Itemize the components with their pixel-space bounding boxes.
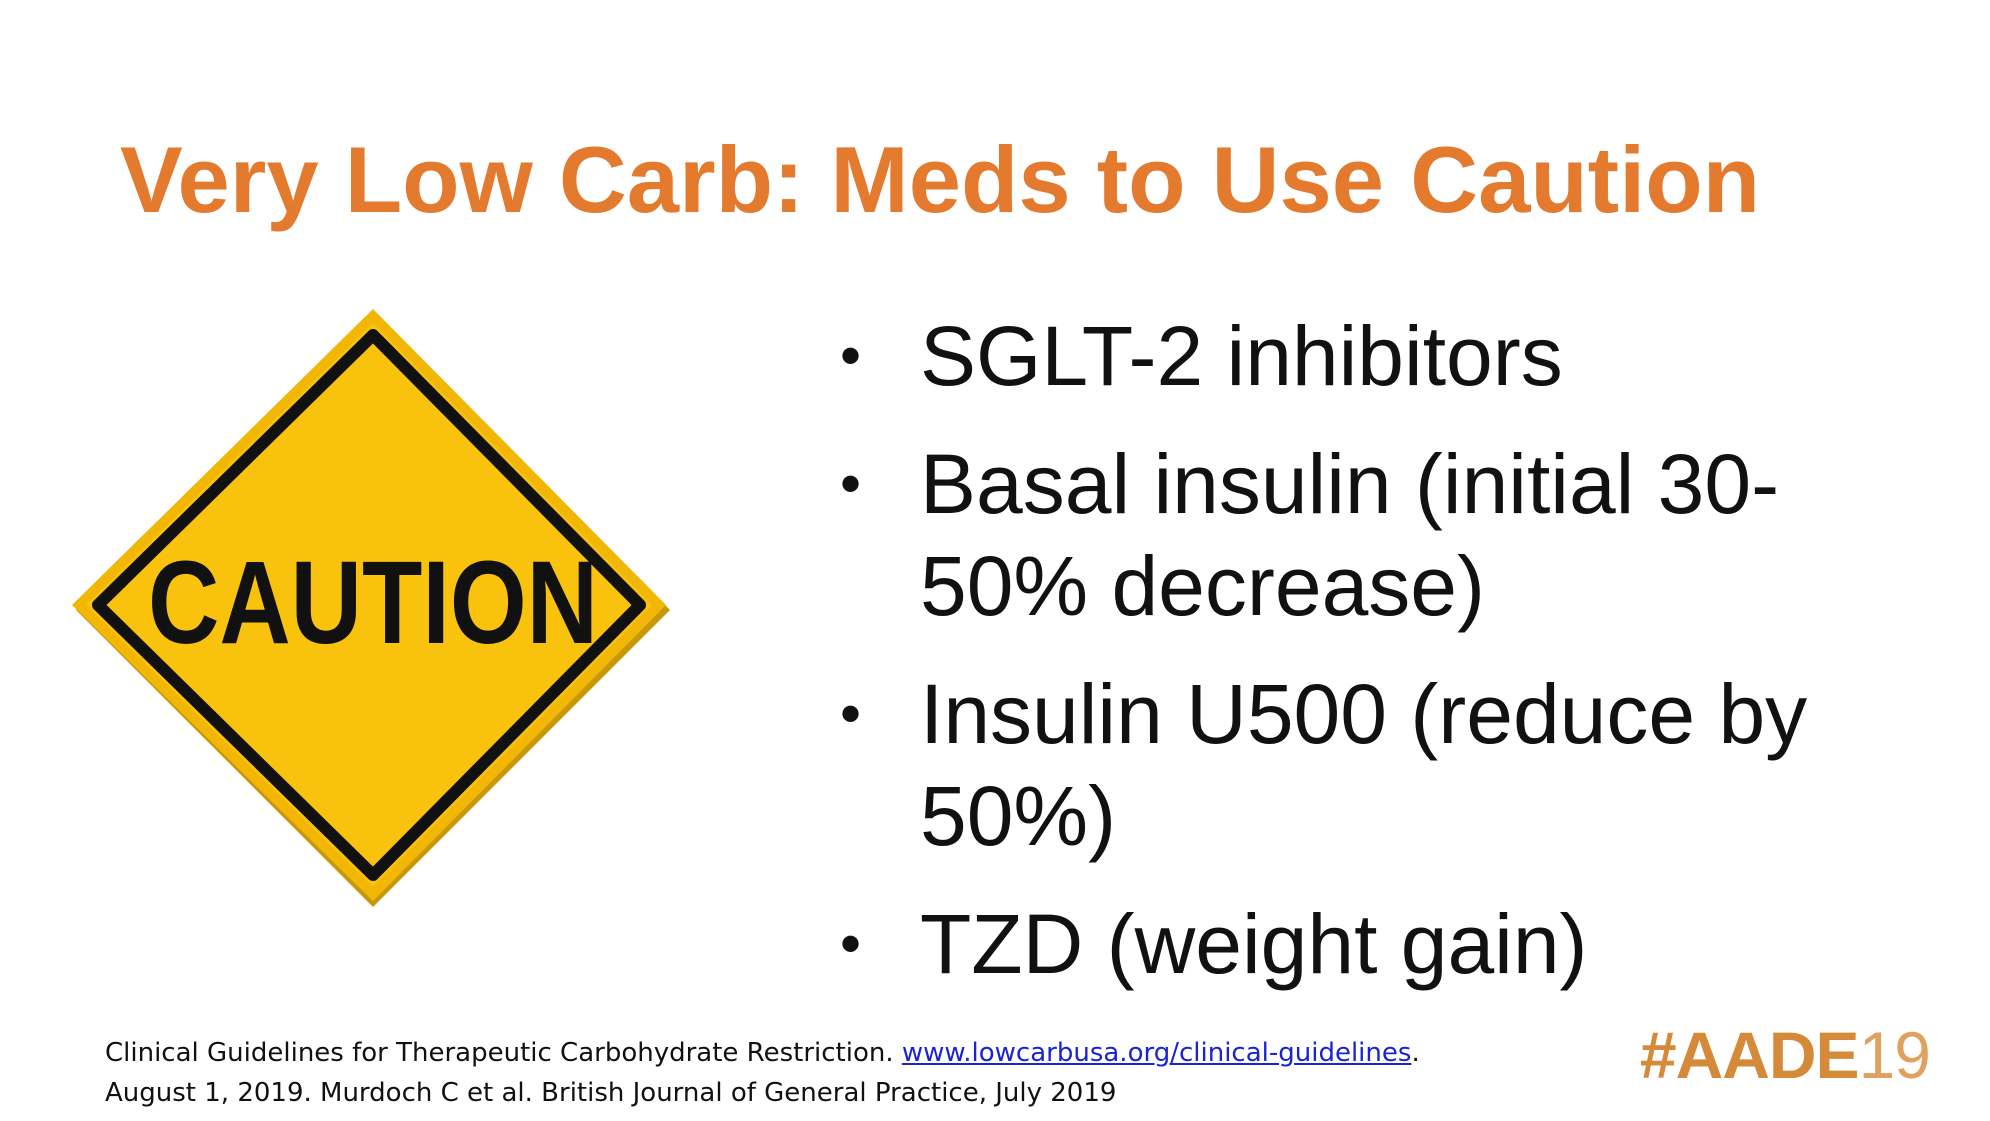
bullet-icon: • (840, 910, 862, 977)
slide-title: Very Low Carb: Meds to Use Caution (120, 127, 1761, 232)
list-item: • TZD (weight gain) (840, 893, 1890, 995)
citation-punctuation: . (1411, 1038, 1420, 1068)
bullet-icon: • (840, 680, 862, 747)
citation-text: Clinical Guidelines for Therapeutic Carb… (105, 1038, 902, 1068)
caution-sign-face (86, 323, 652, 887)
list-item-text: Insulin U500 (reduce by 50%) (920, 667, 1808, 863)
bullet-icon: • (840, 450, 862, 517)
caution-sign-outline (92, 329, 646, 881)
medication-list: • SGLT-2 inhibitors • Basal insulin (ini… (840, 305, 1890, 1021)
list-item: • SGLT-2 inhibitors (840, 305, 1890, 407)
footer-citation: Clinical Guidelines for Therapeutic Carb… (105, 1033, 1505, 1113)
event-hashtag-logo: #AADE19 (1639, 1018, 1931, 1092)
citation-line-2: August 1, 2019. Murdoch C et al. British… (105, 1078, 1117, 1108)
caution-sign-text: CAUTION (148, 537, 598, 669)
list-item: • Basal insulin (initial 30-50% decrease… (840, 433, 1890, 637)
caution-sign-icon: CAUTION (72, 309, 670, 907)
list-item: • Insulin U500 (reduce by 50%) (840, 663, 1890, 867)
hashtag-main: #AADE (1639, 1018, 1860, 1092)
guidelines-link[interactable]: www.lowcarbusa.org/clinical-guidelines (901, 1038, 1412, 1068)
citation-line-1: Clinical Guidelines for Therapeutic Carb… (105, 1033, 1505, 1073)
bullet-icon: • (840, 322, 862, 389)
list-item-text: TZD (weight gain) (920, 897, 1588, 991)
list-item-text: Basal insulin (initial 30-50% decrease) (920, 437, 1780, 633)
hashtag-year: 19 (1858, 1018, 1931, 1092)
list-item-text: SGLT-2 inhibitors (920, 309, 1563, 403)
